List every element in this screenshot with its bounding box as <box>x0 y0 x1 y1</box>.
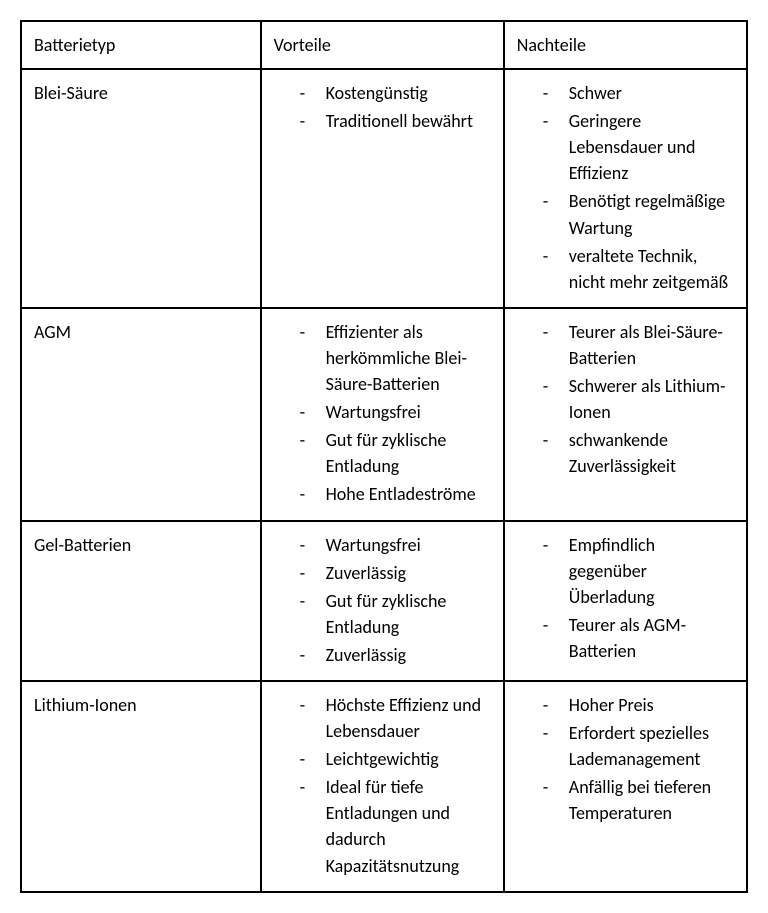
list-item: Effizienter als herkömmliche Blei-Säure-… <box>300 319 491 397</box>
list-item: Anfällig bei tieferen Temperaturen <box>543 774 734 826</box>
list-item: schwankende Zuverlässigkeit <box>543 427 734 479</box>
battery-comparison-table: Batterietyp Vorteile Nachteile Blei-Säur… <box>20 20 748 893</box>
list-item: Zuverlässig <box>300 560 491 586</box>
cell-advantages: KostengünstigTraditionell bewährt <box>261 69 504 308</box>
list-item: Erfordert spezielles Lademanagement <box>543 720 734 772</box>
list-item: veraltete Technik, nicht mehr zeitgemäß <box>543 243 734 295</box>
table-row: AGM Effizienter als herkömmliche Blei-Säu… <box>21 308 747 521</box>
table-row: Gel-BatterienWartungsfreiZuverlässigGut … <box>21 521 747 681</box>
cell-disadvantages: Teurer als Blei-Säure-BatterienSchwerer … <box>504 308 747 521</box>
cell-battery-type: Gel-Batterien <box>21 521 261 681</box>
table-header-row: Batterietyp Vorteile Nachteile <box>21 21 747 69</box>
disadvantages-list: Teurer als Blei-Säure-BatterienSchwerer … <box>517 319 734 480</box>
cell-battery-type: Lithium-Ionen <box>21 681 261 892</box>
list-item: Wartungsfrei <box>300 532 491 558</box>
disadvantages-list: Empfindlich gegenüber ÜberladungTeurer a… <box>517 532 734 664</box>
list-item: Schwer <box>543 80 734 106</box>
header-advantages: Vorteile <box>261 21 504 69</box>
list-item: Kostengünstig <box>300 80 491 106</box>
disadvantages-list: Hoher PreisErfordert spezielles Lademana… <box>517 692 734 826</box>
cell-disadvantages: SchwerGeringere Lebensdauer und Effizien… <box>504 69 747 308</box>
advantages-list: Höchste Effizienz und LebensdauerLeichtg… <box>274 692 491 879</box>
header-battery-type: Batterietyp <box>21 21 261 69</box>
list-item: Leichtgewichtig <box>300 746 491 772</box>
list-item: Gut für zyklische Entladung <box>300 588 491 640</box>
list-item: Teurer als AGM-Batterien <box>543 612 734 664</box>
advantages-list: WartungsfreiZuverlässigGut für zyklische… <box>274 532 491 668</box>
cell-disadvantages: Empfindlich gegenüber ÜberladungTeurer a… <box>504 521 747 681</box>
advantages-list: Effizienter als herkömmliche Blei-Säure-… <box>274 319 491 508</box>
disadvantages-list: SchwerGeringere Lebensdauer und Effizien… <box>517 80 734 295</box>
list-item: Empfindlich gegenüber Überladung <box>543 532 734 610</box>
cell-disadvantages: Hoher PreisErfordert spezielles Lademana… <box>504 681 747 892</box>
list-item: Teurer als Blei-Säure-Batterien <box>543 319 734 371</box>
advantages-list: KostengünstigTraditionell bewährt <box>274 80 491 134</box>
list-item: Schwerer als Lithium-Ionen <box>543 373 734 425</box>
list-item: Traditionell bewährt <box>300 108 491 134</box>
list-item: Höchste Effizienz und Lebensdauer <box>300 692 491 744</box>
list-item: Zuverlässig <box>300 642 491 668</box>
table-body: Blei-SäureKostengünstigTraditionell bewä… <box>21 69 747 892</box>
cell-advantages: Effizienter als herkömmliche Blei-Säure-… <box>261 308 504 521</box>
table-row: Blei-SäureKostengünstigTraditionell bewä… <box>21 69 747 308</box>
list-item: Geringere Lebensdauer und Effizienz <box>543 108 734 186</box>
list-item: Benötigt regelmäßige Wartung <box>543 188 734 240</box>
list-item: Gut für zyklische Entladung <box>300 427 491 479</box>
header-disadvantages: Nachteile <box>504 21 747 69</box>
list-item: Wartungsfrei <box>300 399 491 425</box>
list-item: Hohe Entladeströme <box>300 481 491 507</box>
list-item: Hoher Preis <box>543 692 734 718</box>
table-row: Lithium-IonenHöchste Effizienz und Leben… <box>21 681 747 892</box>
list-item: Ideal für tiefe Entladungen und dadurch … <box>300 774 491 878</box>
cell-advantages: Höchste Effizienz und LebensdauerLeichtg… <box>261 681 504 892</box>
cell-advantages: WartungsfreiZuverlässigGut für zyklische… <box>261 521 504 681</box>
cell-battery-type: Blei-Säure <box>21 69 261 308</box>
cell-battery-type: AGM <box>21 308 261 521</box>
